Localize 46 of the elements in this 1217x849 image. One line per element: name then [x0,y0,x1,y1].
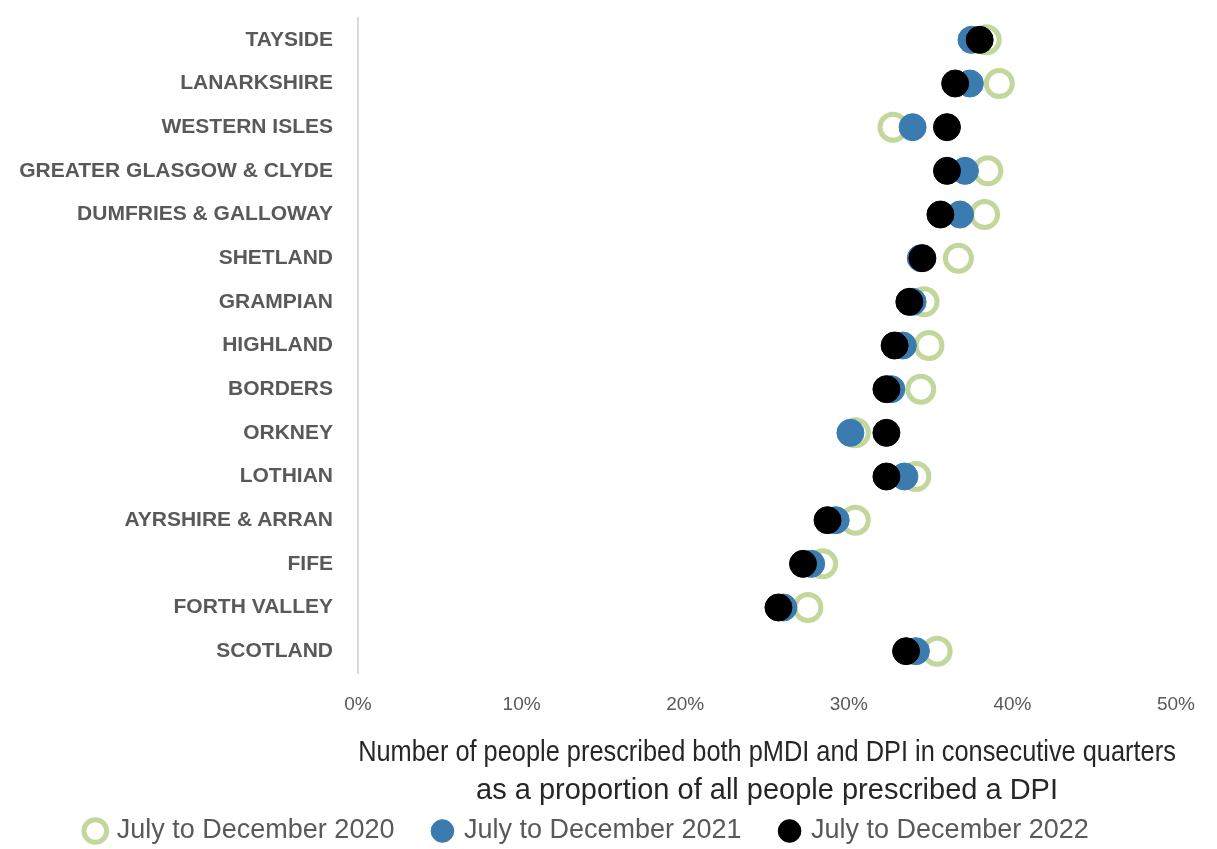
x-tick-label: 30% [829,692,868,714]
legend-label: July to December 2020 [116,814,395,845]
point [836,418,865,447]
x-tick-label: 50% [1156,692,1196,714]
point [913,330,945,361]
point [813,506,842,535]
point [892,637,921,666]
x-tick-label: 40% [993,692,1032,714]
y-tick-label: GREATER GLASGOW & CLYDE [19,157,333,181]
y-tick-label: AYRSHIRE & ARRAN [124,506,333,530]
point [926,200,955,229]
y-tick-label: FIFE [287,550,333,574]
x-tick-label: 10% [502,692,541,714]
point [788,549,817,578]
y-tick-label: LANARKSHIRE [180,70,333,94]
point [898,113,927,142]
point [983,68,1015,99]
point [932,156,961,185]
point [905,373,937,405]
point [965,25,994,54]
y-tick-label: DUMFRIES & GALLOWAY [77,201,333,225]
y-tick-label: HIGHLAND [222,332,333,356]
y-tick-label: SCOTLAND [216,637,333,661]
point [941,69,970,98]
point [792,592,824,623]
y-tick-label: SHETLAND [218,244,333,268]
y-tick-label: ORKNEY [243,419,333,443]
y-tick-label: GRAMPIAN [218,288,333,312]
point [764,593,793,622]
point [942,242,974,274]
point [872,418,901,447]
point [872,375,901,404]
point [880,331,909,360]
y-tick-label: FORTH VALLEY [173,594,333,618]
x-tick-label: 0% [344,692,372,714]
point [969,199,1001,230]
y-tick-label: TAYSIDE [245,26,333,50]
x-axis-title: Number of people prescribed both pMDI and DPI in consecutive quarters as a proportion of all people prescribed a DPI [358,734,1176,806]
point [932,113,961,142]
x-tick-label: 20% [666,692,705,714]
legend-label: July to December 2022 [811,814,1089,845]
y-tick-label: LOTHIAN [239,463,333,487]
y-tick-label: WESTERN ISLES [161,113,333,137]
y-tick-label: BORDERS [227,375,333,399]
legend-label: July to December 2021 [463,814,742,845]
point [872,462,901,491]
